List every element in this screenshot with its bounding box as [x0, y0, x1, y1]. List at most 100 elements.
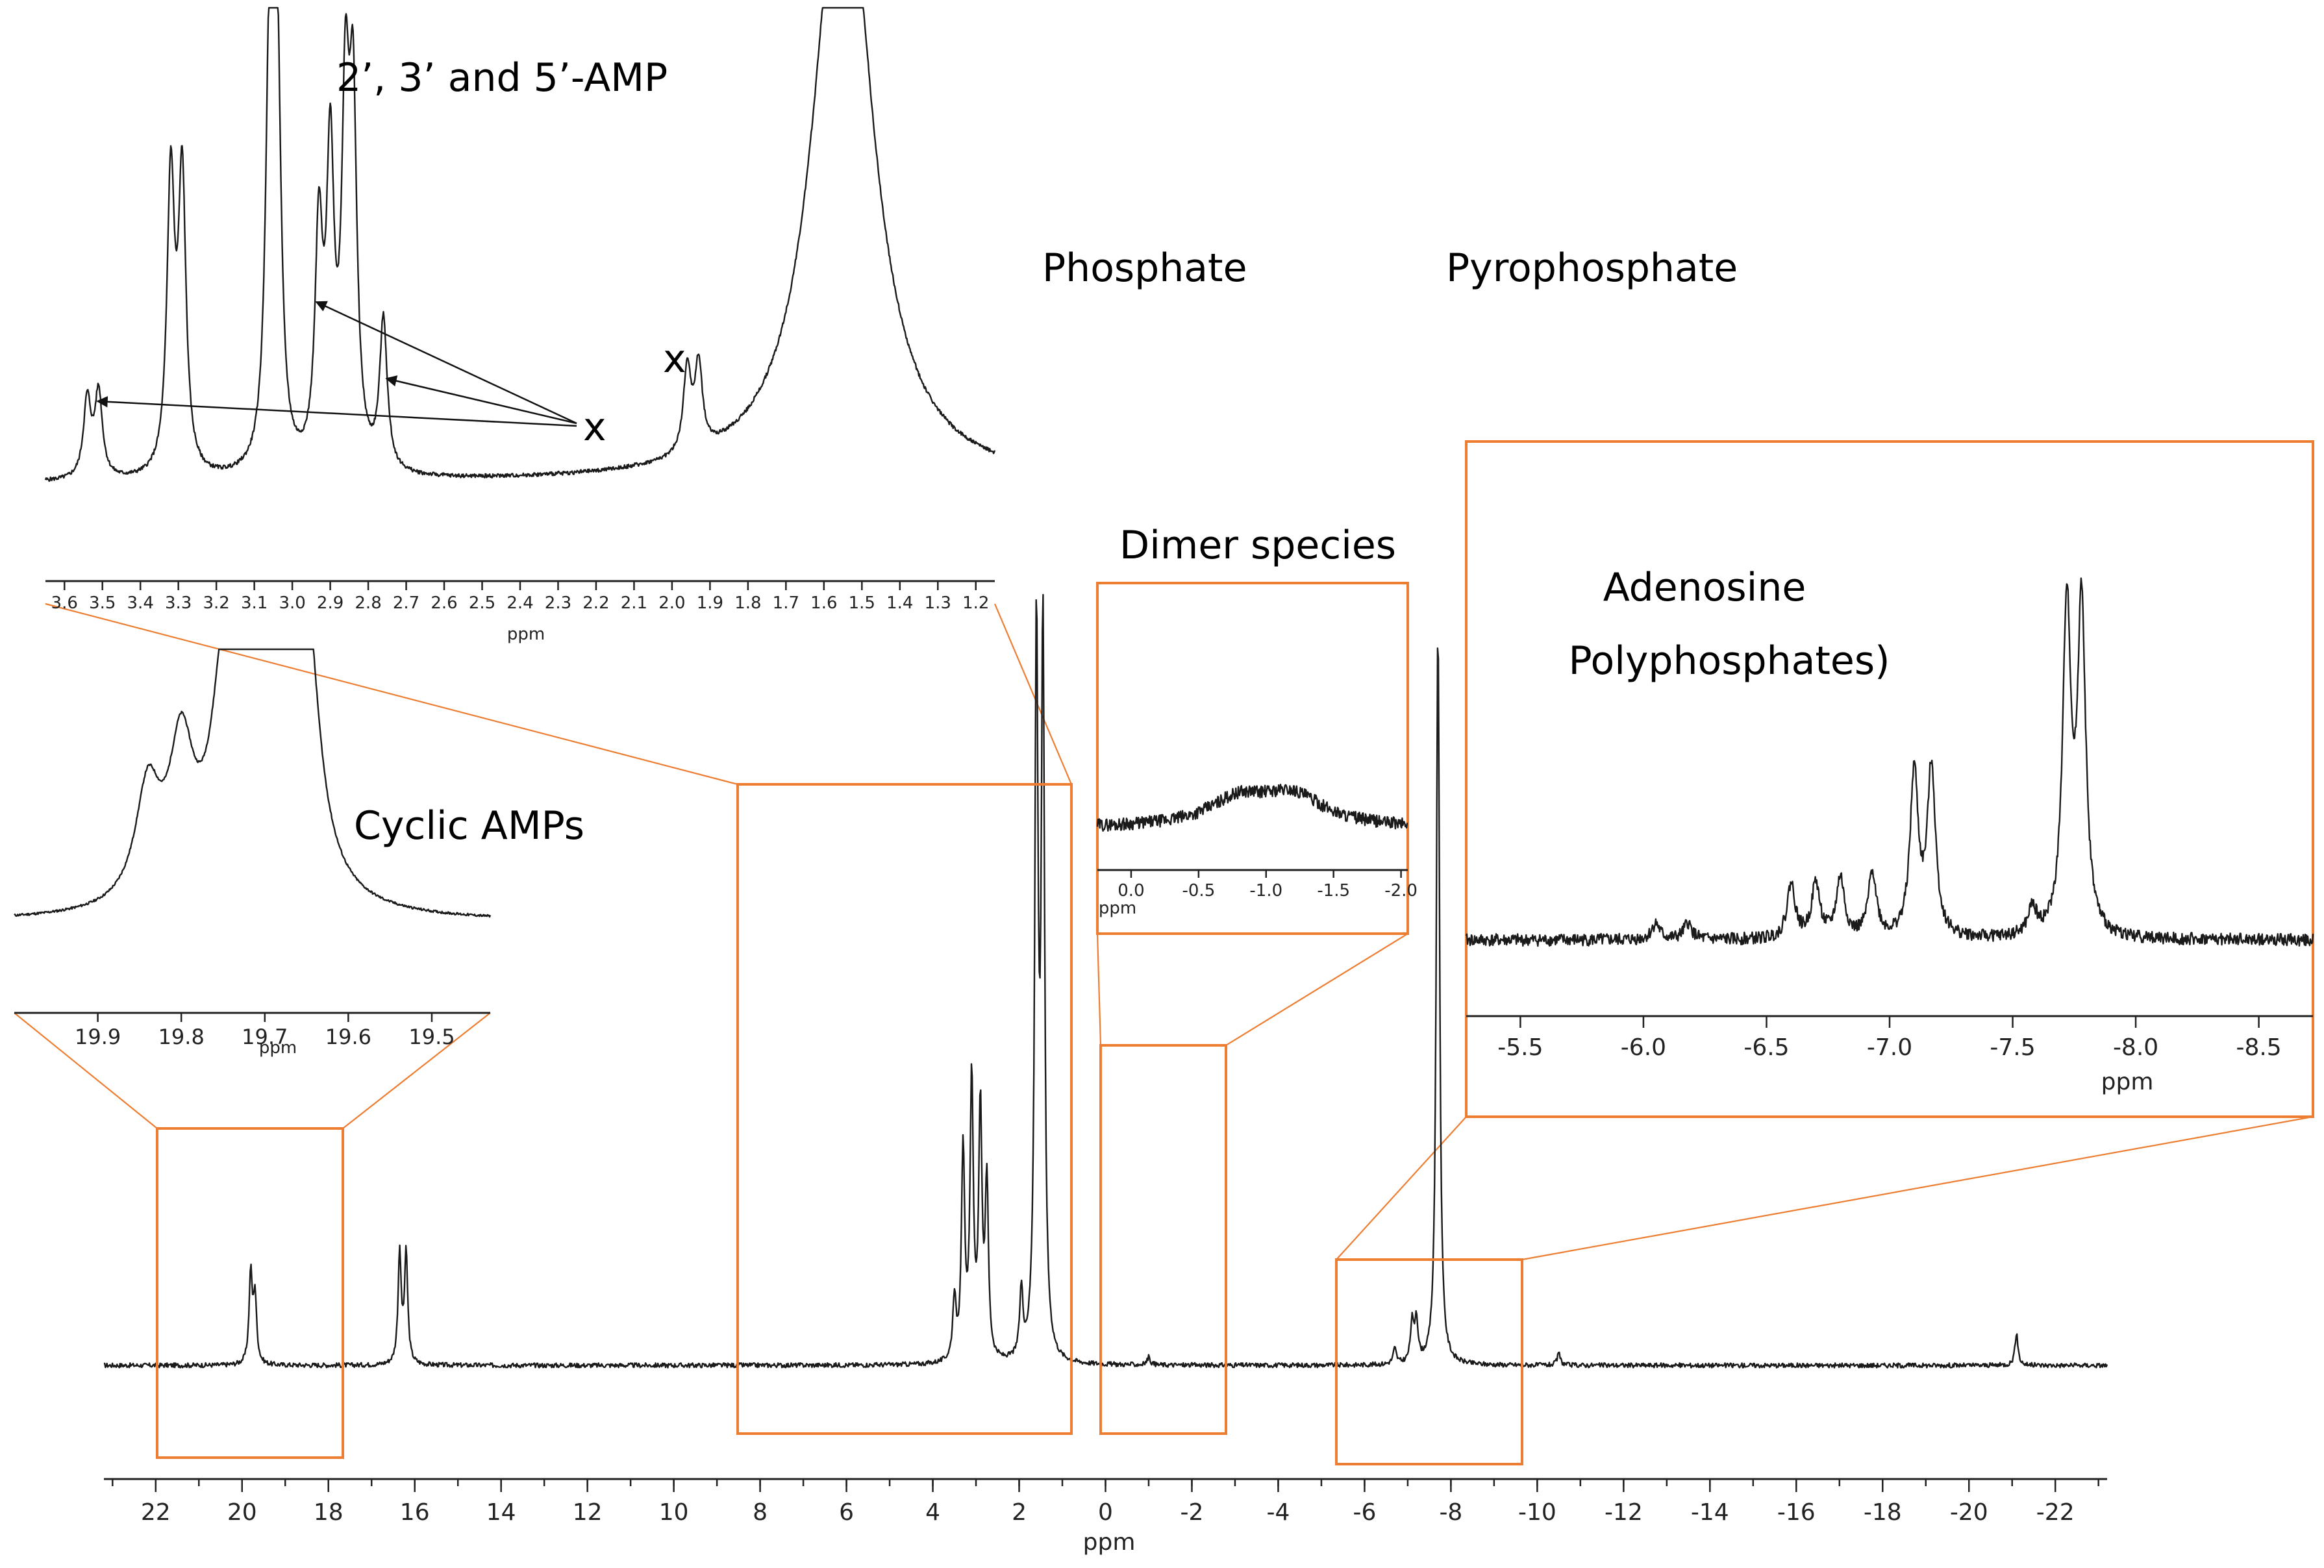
- connector-dimer-right: [1225, 933, 1408, 1046]
- amp-ticks-label-7: 2.9: [317, 593, 344, 613]
- inset-amp-panel: 3.6 3.5 3.4 3.3 3.2 3.1 3.0 2.9 2.8 2.7 2.6 2.5 2.4 2…: [44, 6, 996, 644]
- ade-ticks-label-3: -7.0: [1867, 1034, 1912, 1061]
- main-ticks-label-22: -22: [2036, 1499, 2075, 1526]
- cyc-ticks-label-3: 19.6: [325, 1025, 371, 1049]
- amp-impurity-mark-1: x: [583, 404, 606, 450]
- connector-amp-right: [993, 603, 1073, 785]
- dim-ticks-label-4: -2.0: [1384, 881, 1418, 901]
- cyc-ticks-label-0: 19.9: [75, 1025, 121, 1049]
- amp-ticks-label-13: 2.3: [545, 593, 571, 613]
- main-ticks-label-10: 2: [1012, 1499, 1027, 1526]
- main-ticks-label-1: 20: [227, 1499, 257, 1526]
- ade-ticks-label-6: -8.5: [2236, 1034, 2281, 1061]
- amp-x-ticks: 3.6 3.5 3.4 3.3 3.2 3.1 3.0 2.9 2.8 2.7 2.6 2.5 2.4 2…: [51, 581, 989, 613]
- amp-ticks-label-14: 2.2: [582, 593, 609, 613]
- box-dimer-region: [1099, 1044, 1227, 1435]
- dim-ticks-label-3: -1.5: [1317, 881, 1350, 901]
- amp-spectrum-trace: [44, 6, 996, 482]
- inset-cyclic-panel: 19.9 19.8 19.7 19.6 19.5 ppm Cyclic AMPs: [14, 648, 584, 1058]
- amp-ticks-label-5: 3.1: [241, 593, 268, 613]
- amp-ticks-label-20: 1.6: [810, 593, 837, 613]
- main-ticks-label-4: 14: [486, 1499, 516, 1526]
- main-ticks-label-18: -14: [1691, 1499, 1729, 1526]
- ade-ticks-label-1: -6.0: [1621, 1034, 1666, 1061]
- cyclic-spectrum-trace: [14, 648, 492, 918]
- dimer-spectrum-trace: [1096, 784, 1408, 832]
- connector-cyclic-left: [14, 1012, 158, 1129]
- main-ticks-label-11: 0: [1098, 1499, 1113, 1526]
- amp-ticks-label-17: 1.9: [697, 593, 723, 613]
- ade-ticks-label-2: -6.5: [1743, 1034, 1789, 1061]
- cyc-ticks-label-4: 19.5: [408, 1025, 455, 1049]
- zoom-connectors: [14, 603, 2314, 1261]
- dim-ticks-label-1: -0.5: [1182, 881, 1216, 901]
- dim-ticks-label-2: -1.0: [1249, 881, 1282, 901]
- arrow-to-2.75: [385, 375, 577, 425]
- main-x-ticks: 22 20 18 16 14 12 10 8 6 4 2 0 -2 -4 -6 -8 -10 -12 -14 -16-…: [112, 1479, 2099, 1526]
- amp-ticks-label-0: 3.6: [51, 593, 78, 613]
- amp-ticks-label-1: 3.5: [89, 593, 116, 613]
- main-x-axis-title: ppm: [1083, 1529, 1136, 1556]
- main-ticks-label-9: 4: [925, 1499, 940, 1526]
- main-ticks-label-21: -20: [1950, 1499, 1988, 1526]
- main-ticks-label-2: 18: [314, 1499, 344, 1526]
- main-ticks-label-15: -8: [1439, 1499, 1462, 1526]
- amp-ticks-label-4: 3.2: [203, 593, 229, 613]
- main-spectrum-trace: [103, 593, 2108, 1369]
- box-adenosine-region: [1335, 1258, 1523, 1465]
- amp-ticks-label-22: 1.4: [886, 593, 913, 613]
- amp-title: 2’, 3’ and 5’-AMP: [336, 55, 668, 101]
- amp-ticks-label-3: 3.3: [165, 593, 192, 613]
- amp-ticks-label-12: 2.4: [506, 593, 533, 613]
- cyclic-x-axis-title: ppm: [259, 1038, 297, 1058]
- main-ticks-label-19: -16: [1777, 1499, 1816, 1526]
- connector-adenosine-right: [1521, 1115, 2314, 1261]
- amp-ticks-label-16: 2.0: [658, 593, 685, 613]
- main-spectrum-panel: 22 20 18 16 14 12 10 8 6 4 2 0 -2 -4 -6 -8 -10 -12 -14 -16-…: [103, 593, 2108, 1556]
- cyclic-x-ticks: 19.9 19.8 19.7 19.6 19.5: [75, 1013, 455, 1049]
- dimer-x-axis-title: ppm: [1099, 899, 1136, 918]
- connector-cyclic-right: [342, 1012, 491, 1129]
- box-cyclic-region: [156, 1127, 344, 1459]
- amp-x-axis-title: ppm: [507, 625, 545, 644]
- main-ticks-label-7: 8: [753, 1499, 768, 1526]
- phosphate-label: Phosphate: [1042, 245, 1247, 291]
- connector-adenosine-left: [1336, 1116, 1467, 1260]
- adenosine-x-axis-title: ppm: [2101, 1069, 2154, 1095]
- main-ticks-label-8: 6: [839, 1499, 854, 1526]
- amp-ticks-label-2: 3.4: [127, 593, 154, 613]
- amp-ticks-label-11: 2.5: [469, 593, 495, 613]
- amp-ticks-label-24: 1.2: [962, 593, 989, 613]
- main-ticks-label-6: 10: [659, 1499, 689, 1526]
- amp-impurity-mark-2: x: [663, 336, 686, 382]
- main-ticks-label-17: -12: [1605, 1499, 1643, 1526]
- dimer-x-ticks: 0.0 -0.5 -1.0 -1.5 -2.0: [1118, 870, 1418, 901]
- amp-ticks-label-15: 2.1: [621, 593, 647, 613]
- dimer-title: Dimer species: [1119, 523, 1396, 568]
- main-ticks-label-13: -4: [1266, 1499, 1290, 1526]
- amp-ticks-label-6: 3.0: [279, 593, 305, 613]
- adenosine-x-ticks: -5.5 -6.0 -6.5 -7.0 -7.5 -8.0 -8.5: [1497, 1016, 2282, 1061]
- cyc-ticks-label-2: 19.7: [242, 1025, 288, 1049]
- main-ticks-label-16: -10: [1518, 1499, 1556, 1526]
- dimer-inset-frame: [1096, 582, 1409, 935]
- amp-ticks-label-23: 1.3: [925, 593, 951, 613]
- main-ticks-label-14: -6: [1353, 1499, 1376, 1526]
- ade-ticks-label-5: -8.0: [2113, 1034, 2158, 1061]
- cyclic-title: Cyclic AMPs: [354, 803, 584, 849]
- amp-ticks-label-19: 1.7: [773, 593, 799, 613]
- arrow-to-2.9: [315, 301, 577, 425]
- main-ticks-label-0: 22: [141, 1499, 171, 1526]
- amp-ticks-label-10: 2.6: [431, 593, 457, 613]
- adenosine-title-line2: Polyphosphates): [1569, 638, 1890, 684]
- amp-ticks-label-8: 2.8: [355, 593, 381, 613]
- connector-amp-left: [45, 603, 738, 786]
- amp-ticks-label-18: 1.8: [734, 593, 761, 613]
- ade-ticks-label-0: -5.5: [1497, 1034, 1543, 1061]
- inset-dimer-panel: 0.0 -0.5 -1.0 -1.5 -2.0 ppm Dimer species: [1096, 523, 1418, 935]
- adenosine-spectrum-trace: [1465, 577, 2314, 947]
- arrow-to-3.5: [96, 396, 577, 427]
- dim-ticks-label-0: 0.0: [1118, 881, 1144, 901]
- inset-adenosine-panel: -5.5 -6.0 -6.5 -7.0 -7.5 -8.0 -8.5 ppm Adenosi…: [1465, 440, 2314, 1118]
